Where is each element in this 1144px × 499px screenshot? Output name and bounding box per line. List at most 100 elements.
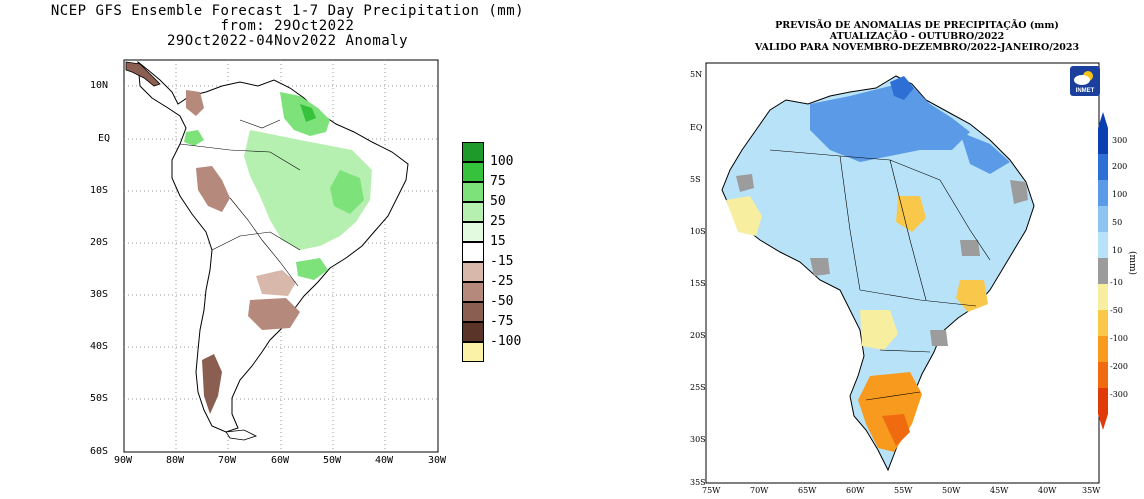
right-lon-label: 55W: [894, 486, 913, 495]
left-legend-swatch: [462, 222, 484, 242]
left-lat-label: 10N: [90, 80, 109, 91]
left-legend-swatch: [462, 282, 484, 302]
gray-patch: [1010, 180, 1028, 204]
left-title-line2: from: 29Oct2022: [220, 18, 355, 34]
right-legend-label: -200: [1110, 362, 1128, 371]
right-lon-label: 45W: [990, 486, 1009, 495]
right-legend-swatch: [1098, 258, 1108, 284]
left-lon-label: 90W: [114, 455, 133, 466]
right-legend-swatch: [1098, 232, 1108, 258]
left-legend-label: 15: [490, 234, 506, 249]
yellow-anomaly-west: [726, 196, 762, 236]
right-legend-label: 200: [1112, 162, 1128, 171]
left-legend-swatch: [462, 342, 484, 362]
right-legend-swatch: [1098, 284, 1108, 310]
left-lat-label: 40S: [90, 341, 109, 352]
gray-patch: [810, 258, 830, 276]
left-legend-label: -25: [490, 274, 514, 289]
right-legend-label: 50: [1112, 218, 1123, 227]
right-lat-label: 25S: [690, 383, 706, 392]
right-legend-label: 300: [1112, 136, 1128, 145]
legend-arrow-down: [1098, 414, 1108, 430]
inmet-logo: INMET: [1070, 66, 1100, 96]
left-map-panel: NCEP GFS Ensemble Forecast 1-7 Day Preci…: [50, 3, 525, 467]
right-lat-label: 20S: [690, 331, 706, 340]
left-lat-label: 20S: [90, 237, 109, 248]
orange-anomaly-central: [896, 196, 926, 232]
right-legend-swatch: [1098, 154, 1108, 180]
right-lat-label: 5S: [690, 175, 701, 184]
brown-anomaly-west: [196, 166, 230, 212]
right-legend-swatch: [1098, 362, 1108, 388]
right-lat-label: EQ: [690, 123, 703, 132]
blue-anomaly-north: [810, 86, 970, 162]
left-lon-label: 50W: [323, 455, 342, 466]
orange-anomaly-southeast: [956, 280, 988, 312]
left-legend-label: -15: [490, 254, 514, 269]
country-borders: [179, 119, 301, 287]
left-lat-label: 50S: [90, 393, 109, 404]
brown-anomaly-argentina: [248, 298, 300, 330]
orange-strong-rs: [882, 414, 910, 446]
right-legend-label: -100: [1110, 334, 1128, 343]
left-title-line1: NCEP GFS Ensemble Forecast 1-7 Day Preci…: [50, 3, 525, 19]
green-anomaly-east: [330, 170, 364, 214]
right-legend-swatch: [1098, 206, 1108, 232]
right-lon-label: 50W: [942, 486, 961, 495]
right-map-svg: [705, 62, 1100, 484]
left-legend-swatch: [462, 302, 484, 322]
right-legend-swatch: [1098, 128, 1108, 154]
left-legend-label: -75: [490, 314, 514, 329]
right-lon-label: 70W: [750, 486, 769, 495]
left-lon-label: 40W: [375, 455, 394, 466]
left-lon-label: 60W: [271, 455, 290, 466]
right-legend-label: -50: [1110, 306, 1123, 315]
central-america: [125, 61, 161, 87]
left-legend-swatch: [462, 202, 484, 222]
right-legend-label: 100: [1112, 190, 1128, 199]
left-lon-label: 30W: [428, 455, 447, 466]
right-lon-label: 75W: [702, 486, 721, 495]
left-legend-swatch: [462, 322, 484, 342]
gray-patch: [960, 240, 980, 256]
green-anomaly-central: [244, 130, 372, 250]
right-legend-label: 10: [1112, 246, 1123, 255]
brown-anomaly-pampa: [256, 270, 296, 296]
logo-text: INMET: [1075, 88, 1095, 94]
right-lon-label: 40W: [1038, 486, 1057, 495]
right-map-panel: PREVISÃO DE ANOMALIAS DE PRECIPITAÇÃO (m…: [690, 0, 1144, 499]
right-title-line1: PREVISÃO DE ANOMALIAS DE PRECIPITAÇÃO (m…: [775, 20, 1059, 31]
blue-anomaly-ne: [960, 132, 1010, 174]
brown-anomaly-north: [186, 90, 204, 116]
right-lon-label: 35W: [1082, 486, 1101, 495]
right-lat-label: 10S: [690, 227, 706, 236]
right-lat-label: 30S: [690, 435, 706, 444]
right-lon-label: 60W: [846, 486, 865, 495]
left-lon-label: 80W: [166, 455, 185, 466]
left-lat-label: 30S: [90, 289, 109, 300]
left-legend-label: 100: [490, 154, 514, 169]
right-lat-label: 15S: [690, 279, 706, 288]
gray-patch: [736, 174, 754, 192]
green-anomaly-south: [296, 258, 328, 280]
right-legend-label: -300: [1110, 390, 1128, 399]
left-legend-label: 75: [490, 174, 506, 189]
blue-strong-amapa: [890, 76, 914, 100]
left-lat-label: EQ: [98, 133, 111, 144]
left-legend-swatch: [462, 242, 484, 262]
left-legend-swatch: [462, 182, 484, 202]
brazil-outline: [721, 75, 1035, 472]
left-legend-label: 25: [490, 214, 506, 229]
left-legend-label: -100: [490, 334, 522, 349]
green-strong-north: [300, 104, 316, 122]
state-borders: [769, 149, 991, 401]
left-legend-swatch: [462, 262, 484, 282]
yellow-anomaly-south-central: [860, 310, 898, 350]
left-title-line3: 29Oct2022-04Nov2022 Anomaly: [166, 33, 409, 49]
right-lon-label: 65W: [798, 486, 817, 495]
unit-label: (mm): [1127, 250, 1138, 276]
gray-patch: [930, 330, 948, 346]
right-lat-label: 5N: [690, 70, 703, 79]
left-lon-label: 70W: [218, 455, 237, 466]
left-lat-label: 60S: [90, 446, 109, 457]
